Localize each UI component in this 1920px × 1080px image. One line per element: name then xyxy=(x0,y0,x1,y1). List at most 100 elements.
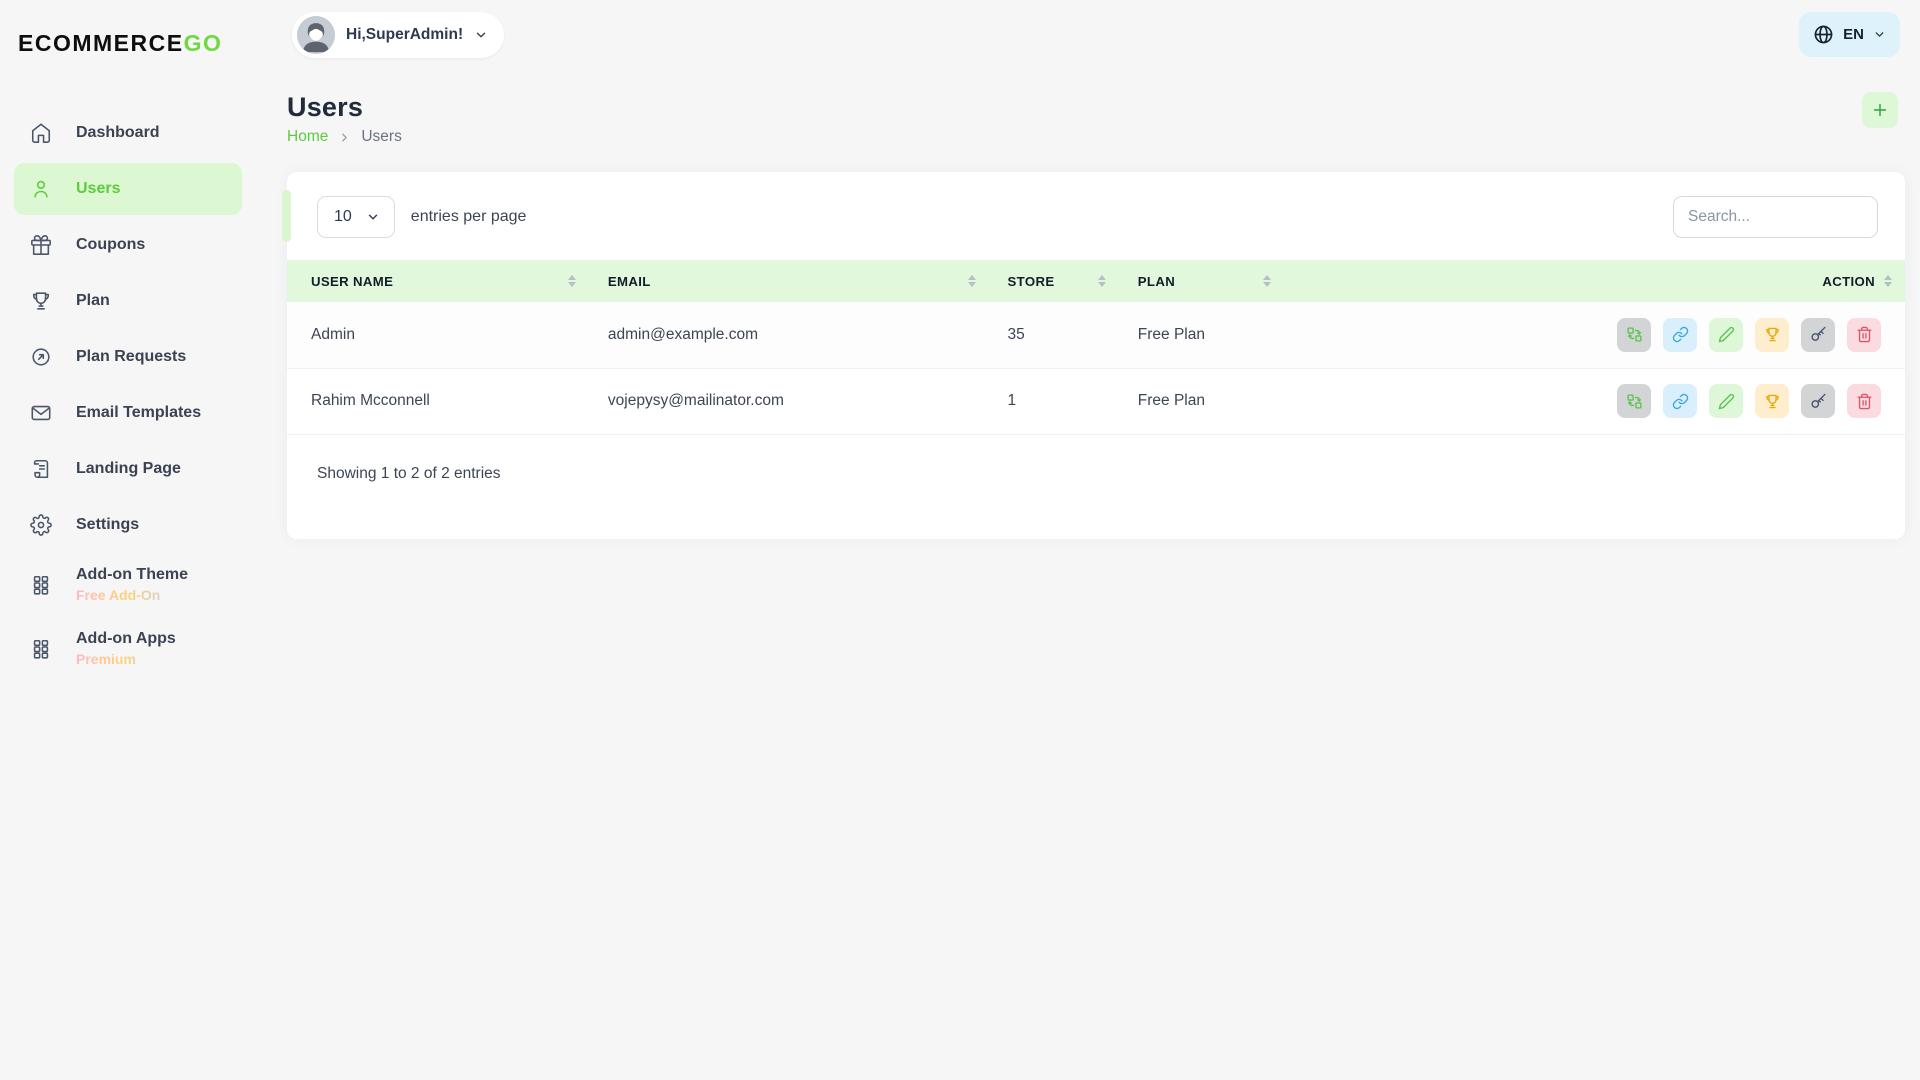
card-accent-sliver xyxy=(282,190,291,242)
column-header-plan[interactable]: PLAN xyxy=(1113,260,1279,302)
chevron-down-icon xyxy=(366,210,380,224)
home-icon xyxy=(30,122,52,144)
reset-password-button[interactable] xyxy=(1801,384,1835,418)
entries-per-page-label: entries per page xyxy=(410,208,527,225)
link-icon xyxy=(1672,326,1689,343)
chevron-right-icon xyxy=(338,131,351,144)
sidebar-item-plan[interactable]: Plan xyxy=(14,275,242,327)
cell-user-name: Admin xyxy=(311,325,355,343)
page-header: Users Home Users xyxy=(256,70,1920,146)
add-user-button[interactable] xyxy=(1862,92,1898,128)
sidebar-item-label: Settings xyxy=(76,516,140,533)
cell-email: vojepysy@mailinator.com xyxy=(607,392,784,409)
copy-link-button[interactable] xyxy=(1663,384,1697,418)
edit-button[interactable] xyxy=(1709,317,1743,352)
copy-link-button[interactable] xyxy=(1663,317,1697,352)
page-title: Users xyxy=(287,92,364,122)
cell-plan: Free Plan xyxy=(1137,325,1205,343)
breadcrumb: Home Users xyxy=(287,128,402,146)
upgrade-plan-button[interactable] xyxy=(1755,317,1789,352)
pencil-icon xyxy=(1718,326,1735,343)
sidebar-nav: Dashboard Users Coupons Plan Plan Reques xyxy=(0,107,256,679)
chevron-down-icon xyxy=(474,28,488,42)
sidebar-item-addon-apps[interactable]: Add-on Apps Premium xyxy=(14,619,242,679)
sort-icon xyxy=(567,275,576,287)
sidebar-item-sublabel: Premium xyxy=(76,649,176,669)
column-header-store[interactable]: STORE xyxy=(983,260,1114,302)
sidebar-item-plan-requests[interactable]: Plan Requests xyxy=(14,331,242,383)
main-content: Users Home Users 10 entries xyxy=(256,70,1920,539)
brand-logo[interactable]: ECOMMERCEGO xyxy=(18,30,256,57)
brand-name: ECOMMERCE xyxy=(18,30,184,56)
table-row: Rahim Mcconnell vojepysy@mailinator.com … xyxy=(287,368,1905,434)
sidebar-item-settings[interactable]: Settings xyxy=(14,499,242,551)
sort-icon xyxy=(1097,275,1106,287)
users-table: USER NAME EMAIL STORE PLAN ACTION Admin … xyxy=(287,260,1905,435)
search-input[interactable] xyxy=(1673,196,1878,238)
sidebar-item-coupons[interactable]: Coupons xyxy=(14,219,242,271)
sidebar-item-label: Plan Requests xyxy=(76,348,187,365)
column-header-action[interactable]: ACTION xyxy=(1278,260,1905,302)
cell-user-name: Rahim Mcconnell xyxy=(311,392,430,409)
greeting-text: Hi,SuperAdmin! xyxy=(346,26,464,43)
gear-icon xyxy=(30,514,52,536)
breadcrumb-home-link[interactable]: Home xyxy=(287,128,329,145)
sort-icon xyxy=(1884,275,1892,287)
row-actions xyxy=(1279,317,1881,352)
trophy-icon xyxy=(30,290,52,312)
sidebar-item-sublabel: Free Add-On xyxy=(76,585,188,605)
sort-icon xyxy=(1262,275,1271,287)
gift-icon xyxy=(30,234,52,256)
delete-button[interactable] xyxy=(1847,317,1881,352)
sidebar-item-label: Dashboard xyxy=(76,124,160,141)
edit-button[interactable] xyxy=(1709,384,1743,418)
language-code: EN xyxy=(1843,26,1864,43)
pencil-icon xyxy=(1718,393,1735,410)
sidebar-item-label: Landing Page xyxy=(76,460,181,477)
column-header-user-name[interactable]: USER NAME xyxy=(287,260,584,302)
sidebar-item-email-templates[interactable]: Email Templates xyxy=(14,387,242,439)
plan-request-icon xyxy=(30,346,52,368)
sidebar-item-addon-theme[interactable]: Add-on Theme Free Add-On xyxy=(14,555,242,615)
sidebar-item-dashboard[interactable]: Dashboard xyxy=(14,107,242,159)
language-selector[interactable]: EN xyxy=(1799,12,1900,57)
user-menu-button[interactable]: Hi,SuperAdmin! xyxy=(292,12,505,58)
chevron-down-icon xyxy=(1873,28,1886,41)
trophy-icon xyxy=(1764,393,1781,410)
sidebar-item-label: Plan xyxy=(76,292,110,309)
row-actions xyxy=(1279,384,1881,418)
sort-icon xyxy=(967,275,976,287)
sidebar: ECOMMERCEGO Dashboard Users Coupons Plan xyxy=(0,0,256,1080)
reset-password-button[interactable] xyxy=(1801,317,1835,352)
top-bar: Hi,SuperAdmin! EN xyxy=(256,0,1920,70)
grid-icon xyxy=(30,638,52,660)
sidebar-item-label: Users xyxy=(76,180,121,197)
table-summary: Showing 1 to 2 of 2 entries xyxy=(317,464,501,482)
upgrade-plan-button[interactable] xyxy=(1755,384,1789,418)
sidebar-item-label: Add-on Theme xyxy=(76,566,188,583)
sidebar-item-label: Coupons xyxy=(76,236,146,253)
trash-icon xyxy=(1856,326,1873,343)
cell-store: 1 xyxy=(1007,392,1017,409)
swap-icon xyxy=(1626,393,1643,410)
breadcrumb-current: Users xyxy=(361,128,402,145)
sidebar-item-landing-page[interactable]: Landing Page xyxy=(14,443,242,495)
entries-per-page-select[interactable]: 10 xyxy=(317,196,395,238)
plus-icon xyxy=(1871,101,1889,119)
cell-store: 35 xyxy=(1007,325,1025,343)
avatar xyxy=(297,16,335,54)
sidebar-item-users[interactable]: Users xyxy=(14,163,242,215)
globe-icon xyxy=(1813,24,1834,45)
brand-name-accent: GO xyxy=(183,30,223,56)
switch-store-button[interactable] xyxy=(1617,384,1651,418)
sidebar-item-label: Add-on Apps xyxy=(76,630,176,647)
entries-per-page-value: 10 xyxy=(334,208,352,225)
grid-icon xyxy=(30,574,52,596)
delete-button[interactable] xyxy=(1847,384,1881,418)
table-controls: 10 entries per page xyxy=(287,172,1905,260)
users-icon xyxy=(30,178,52,200)
users-table-card: 10 entries per page USER NAME EMAIL STOR… xyxy=(282,172,1905,539)
column-header-email[interactable]: EMAIL xyxy=(583,260,984,302)
landing-page-icon xyxy=(30,458,52,480)
switch-store-button[interactable] xyxy=(1617,317,1651,352)
